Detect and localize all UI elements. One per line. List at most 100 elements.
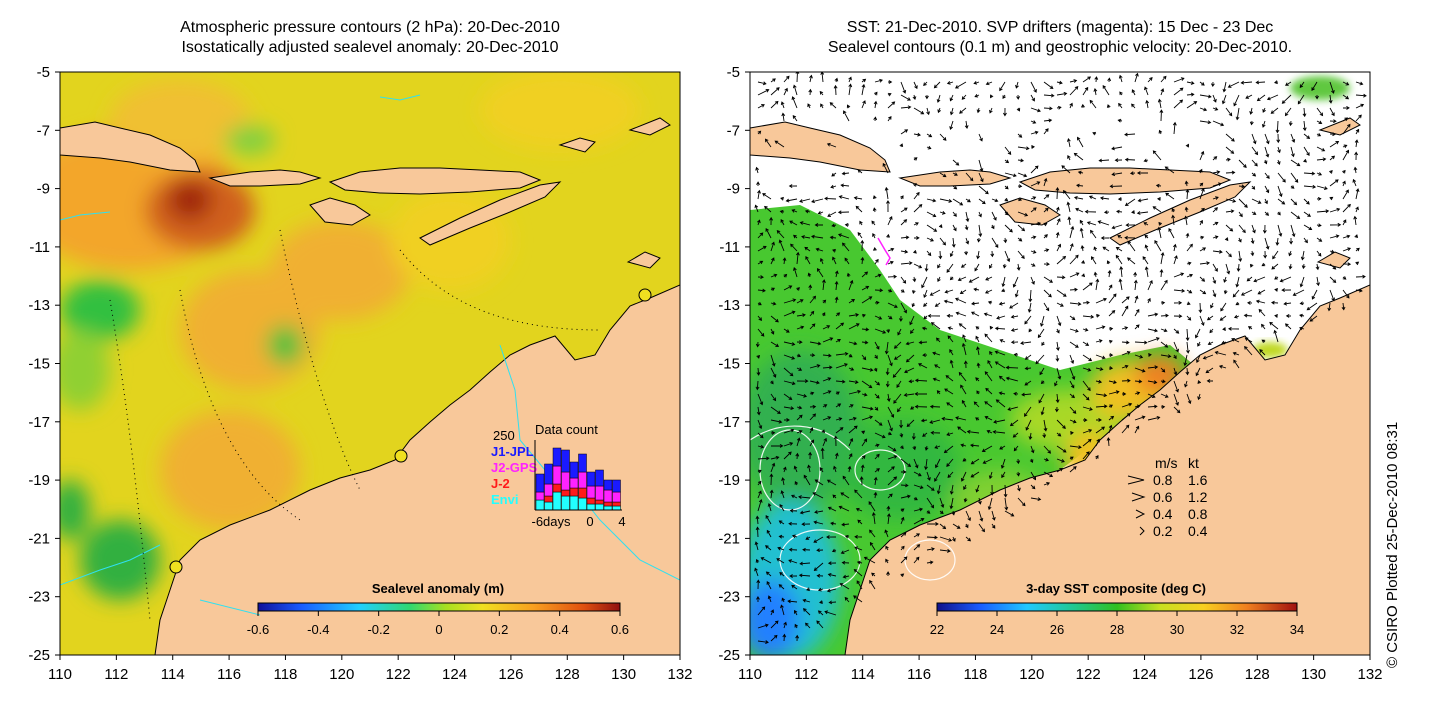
velocity-arrow	[809, 404, 817, 409]
velocity-arrow	[1134, 324, 1140, 330]
velocity-arrow	[1160, 328, 1168, 333]
velocity-arrow	[1212, 196, 1219, 200]
right-land	[750, 117, 1370, 655]
velocity-arrow	[1056, 275, 1066, 280]
velocity-arrow	[992, 430, 1006, 434]
velocity-arrow	[1108, 404, 1114, 409]
velocity-arrow	[817, 610, 824, 616]
velocity-arrow	[861, 455, 866, 460]
velocity-arrow	[1160, 252, 1165, 265]
velocity-arrow	[1136, 171, 1149, 175]
velocity-arrow	[779, 209, 785, 214]
velocity-arrow	[1043, 222, 1048, 227]
velocity-arrow	[955, 416, 967, 421]
velocity-arrow	[951, 510, 956, 516]
velocity-arrow	[982, 458, 993, 464]
velocity-arrow	[757, 432, 764, 439]
velocity-arrow	[1134, 404, 1141, 409]
velocity-arrow	[961, 399, 967, 408]
velocity-arrow	[941, 416, 954, 421]
velocity-arrow	[1329, 107, 1335, 117]
velocity-arrow	[809, 380, 820, 385]
velocity-arrow	[1290, 146, 1295, 158]
velocity-arrow	[754, 541, 759, 551]
velocity-arrow	[817, 587, 824, 592]
velocity-arrow	[1354, 139, 1359, 148]
velocity-arrow	[769, 489, 774, 499]
velocity-arrow	[1086, 221, 1097, 226]
velocity-arrow	[1069, 445, 1082, 450]
velocity-arrow	[1315, 263, 1320, 271]
velocity-arrow	[1281, 288, 1292, 293]
velocity-arrow	[1196, 354, 1201, 364]
velocity-arrow	[1329, 234, 1340, 239]
velocity-arrow	[1134, 415, 1146, 421]
velocity-arrow	[1290, 224, 1296, 238]
velocity-arrow	[856, 580, 863, 590]
velocity-arrow	[830, 521, 837, 526]
velocity-arrow	[757, 480, 762, 486]
velocity-arrow	[1199, 182, 1204, 187]
velocity-arrow	[1355, 206, 1359, 213]
velocity-arrow	[991, 523, 996, 529]
right-y-tick-label: -19	[718, 472, 740, 489]
velocity-arrow	[1111, 172, 1123, 177]
left-colorbar-ticks: -0.6 -0.4 -0.2 0 0.2 0.4 0.6	[247, 611, 629, 637]
velocity-arrow	[871, 572, 876, 577]
velocity-arrow	[1355, 114, 1362, 122]
velocity-arrow	[886, 505, 891, 512]
velocity-arrow	[978, 224, 983, 238]
velocity-arrow	[1041, 341, 1045, 346]
left-title: Atmospheric pressure contours (2 hPa): 2…	[60, 18, 680, 58]
velocity-arrow	[1030, 207, 1037, 213]
velocity-arrow	[1017, 237, 1023, 242]
velocity-arrow	[783, 406, 795, 411]
velocity-arrow	[754, 204, 759, 213]
data-count-bars	[535, 447, 621, 511]
velocity-arrow	[1055, 393, 1060, 404]
velocity-arrow	[962, 334, 967, 343]
velocity-arrow	[1238, 211, 1243, 218]
velocity-arrow	[1173, 87, 1184, 96]
velocity-arrow	[827, 506, 837, 512]
right-y-tick-label: -11	[719, 239, 740, 256]
speed-legend-kt: 1.6	[1188, 472, 1208, 488]
velocity-arrow	[1108, 310, 1116, 317]
velocity-arrow	[1199, 150, 1205, 161]
velocity-arrow	[900, 508, 905, 512]
velocity-arrow	[1095, 438, 1100, 447]
velocity-arrow	[923, 315, 928, 320]
velocity-arrow	[914, 404, 928, 409]
velocity-arrow	[1232, 351, 1240, 356]
velocity-arrow	[757, 623, 769, 629]
speed-legend-arrow	[1131, 492, 1146, 502]
velocity-arrow	[1069, 102, 1073, 109]
velocity-arrow	[893, 341, 902, 349]
velocity-arrow	[834, 77, 839, 83]
velocity-arrow	[910, 406, 915, 410]
velocity-arrow	[1328, 94, 1333, 104]
velocity-arrow	[955, 311, 967, 317]
velocity-arrow	[1020, 341, 1032, 345]
velocity-arrow	[1017, 250, 1025, 259]
velocity-arrow	[909, 328, 915, 334]
velocity-arrow	[1147, 415, 1161, 421]
velocity-arrow	[1264, 185, 1270, 194]
velocity-arrow	[885, 558, 889, 564]
velocity-arrow	[882, 162, 889, 174]
velocity-arrow	[804, 209, 811, 214]
velocity-arrow	[1043, 81, 1054, 90]
velocity-arrow	[837, 233, 850, 239]
velocity-arrow	[1056, 419, 1066, 429]
velocity-arrow	[1147, 365, 1159, 370]
right-colorbar-tick-label: 24	[990, 622, 1004, 637]
velocity-arrow	[1238, 184, 1246, 189]
velocity-arrow	[991, 224, 995, 230]
velocity-arrow	[765, 514, 772, 525]
velocity-arrow	[778, 534, 785, 539]
velocity-arrow	[1173, 380, 1179, 393]
velocity-arrow	[886, 513, 891, 525]
velocity-arrow	[991, 510, 996, 521]
velocity-arrow	[949, 276, 954, 281]
